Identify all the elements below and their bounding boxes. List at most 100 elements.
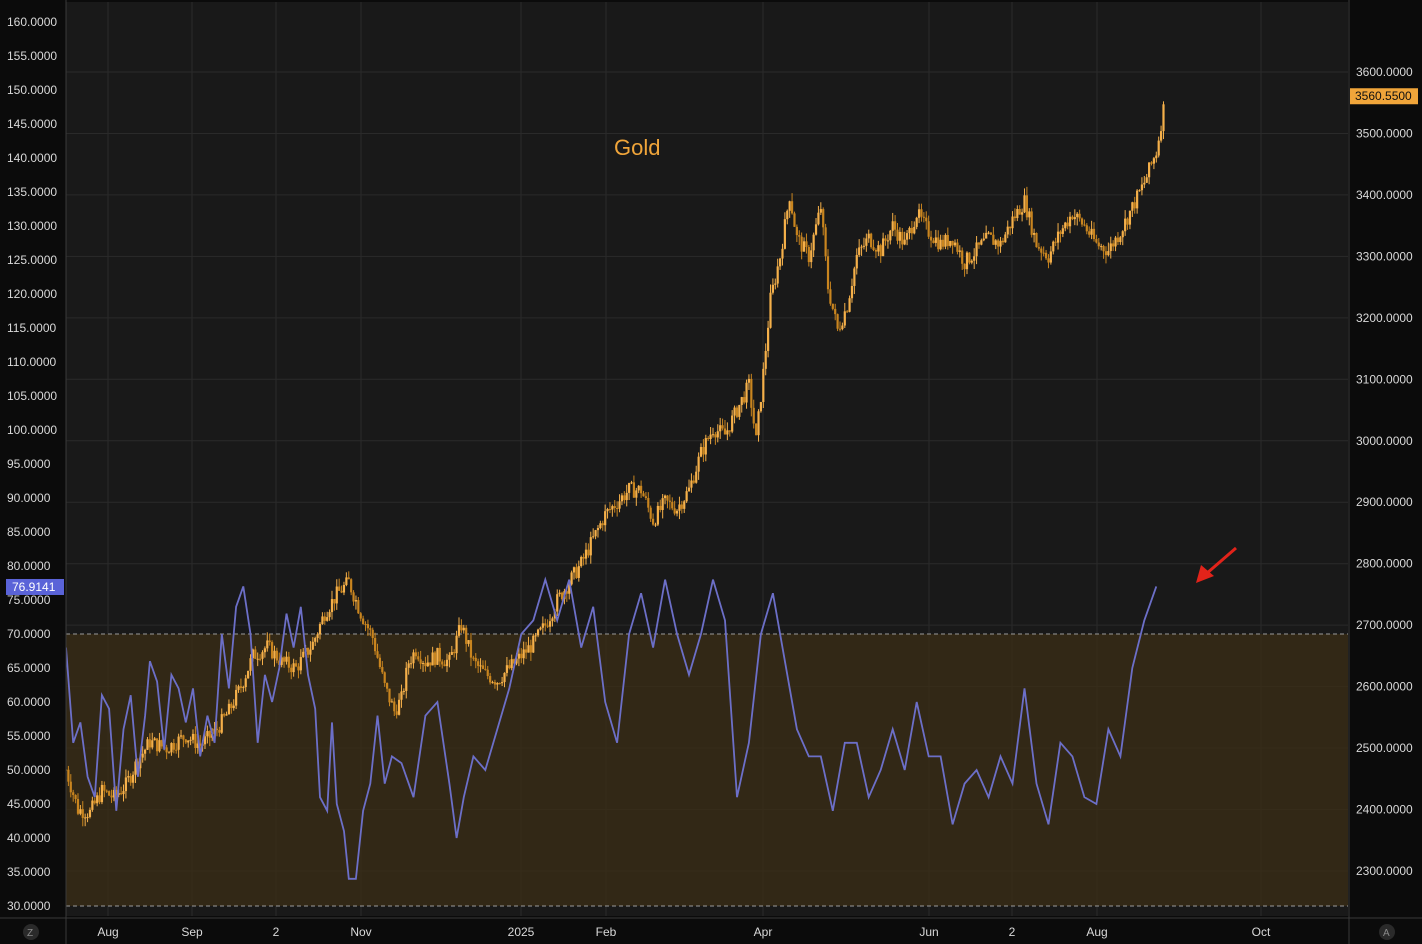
candle-body [953, 242, 957, 246]
candle-body [103, 784, 106, 791]
candle-body [999, 240, 1002, 247]
candle-body [91, 800, 94, 810]
candle-body [316, 634, 319, 639]
candle-body [501, 682, 504, 684]
candle-body [874, 250, 878, 252]
candle-body [407, 663, 410, 668]
candle-body [728, 430, 731, 432]
candle-body [625, 492, 628, 501]
left-corner-icon[interactable]: Z [23, 924, 39, 940]
candle-body [359, 613, 362, 619]
candle-body [747, 378, 751, 383]
candle-body [453, 652, 456, 654]
candle-body [1030, 211, 1033, 235]
candle-body [1155, 155, 1158, 159]
left-tick-label: 110.0000 [7, 355, 56, 369]
candle-body [67, 769, 70, 782]
candle-body [146, 739, 149, 750]
candle-body [817, 212, 820, 225]
candle-body [1131, 202, 1134, 211]
candle-body [910, 227, 913, 234]
candle-body [616, 508, 619, 510]
left-tick-label: 150.0000 [7, 83, 57, 97]
candle-body [108, 791, 111, 796]
left-tick-label: 105.0000 [7, 389, 57, 403]
right-corner-icon[interactable]: A [1379, 924, 1395, 940]
candle-body [989, 232, 993, 235]
candle-body [1152, 158, 1156, 164]
right-tick-label: 3100.0000 [1356, 372, 1413, 386]
candle-body [275, 650, 278, 661]
candle-body [414, 652, 417, 657]
candle-body [771, 284, 774, 293]
candle-body [357, 600, 360, 614]
candle-body [829, 289, 832, 304]
candle-body [695, 471, 698, 483]
candle-body [858, 247, 861, 255]
candle-body [112, 789, 116, 798]
candle-body [750, 378, 753, 408]
candle-body [841, 325, 844, 330]
candle-body [711, 434, 715, 436]
candle-body [640, 485, 643, 494]
left-tick-label: 35.0000 [7, 865, 51, 879]
candle-body [731, 415, 734, 432]
right-tick-label: 2400.0000 [1356, 803, 1413, 817]
candle-body [994, 240, 997, 245]
candle-body [508, 665, 511, 669]
left-tick-label: 80.0000 [7, 559, 51, 573]
candle-body [158, 740, 161, 752]
candle-body [1006, 226, 1009, 235]
candle-body [819, 209, 822, 213]
candle-body [592, 536, 595, 538]
candle-body [208, 731, 211, 738]
candle-body [170, 743, 173, 753]
candle-body [318, 624, 322, 635]
candle-body [448, 654, 451, 660]
candle-body [867, 233, 870, 239]
candle-body [704, 438, 707, 455]
candle-body [587, 549, 590, 556]
x-tick-label: 2 [1009, 925, 1016, 939]
candle-body [261, 652, 264, 659]
candle-body [424, 662, 427, 667]
candle-body [256, 658, 259, 660]
candle-body [570, 572, 573, 585]
candle-body [697, 456, 700, 472]
candle-body [1040, 248, 1043, 253]
candle-body [846, 311, 849, 313]
candle-body [956, 242, 959, 252]
candle-body [258, 658, 262, 660]
candle-body [905, 233, 909, 240]
candle-body [292, 663, 295, 673]
candle-body [1023, 195, 1026, 213]
candle-body [683, 501, 686, 509]
candle-body [350, 579, 353, 593]
candle-body [1085, 225, 1088, 232]
candle-body [129, 776, 132, 783]
candle-body [167, 752, 171, 754]
candle-body [175, 749, 178, 751]
right-tick-label: 3500.0000 [1356, 126, 1413, 140]
left-axis-panel [0, 0, 66, 918]
candle-body [611, 506, 614, 510]
candle-body [206, 731, 209, 737]
x-tick-label: Aug [97, 925, 118, 939]
candle-body [541, 623, 544, 628]
candle-body [314, 638, 317, 642]
x-tick-label: Jun [919, 925, 938, 939]
candle-body [309, 649, 312, 655]
candle-body [580, 556, 583, 567]
candle-body [596, 527, 600, 531]
candle-body [489, 676, 492, 683]
candle-body [96, 795, 99, 804]
candle-body [429, 662, 432, 666]
candle-body [120, 793, 123, 795]
candle-body [1052, 241, 1055, 252]
candle-body [280, 657, 283, 665]
candle-body [903, 239, 906, 245]
left-axis-ticks: 160.0000 155.0000 150.0000 145.0000 140.0000… [7, 15, 57, 913]
candle-body [215, 728, 219, 731]
gold-value-tag-label: 3560.5500 [1355, 89, 1412, 103]
